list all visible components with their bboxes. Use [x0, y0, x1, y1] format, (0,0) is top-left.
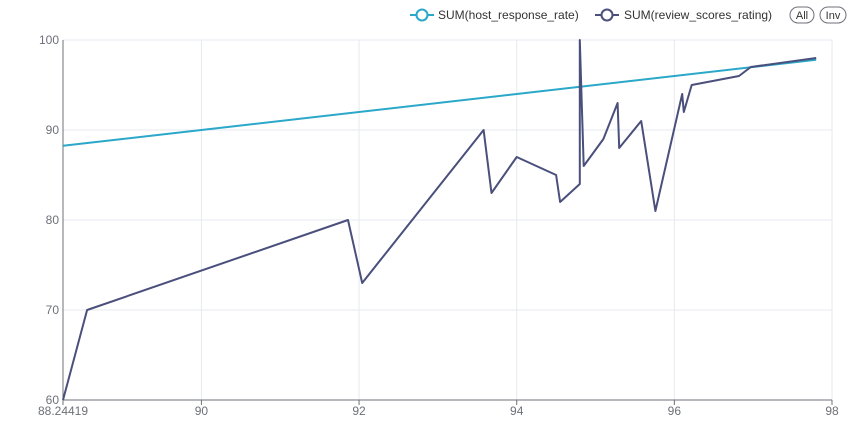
x-tick-label: 94	[510, 404, 524, 418]
legend-controls[interactable]: All Inv	[789, 6, 847, 24]
y-tick-label: 80	[46, 213, 60, 227]
y-tick-label: 70	[46, 303, 60, 317]
x-tick-label: 92	[352, 404, 366, 418]
axes: 60 70 80 90 100 88.24419 90 92 94 96 98	[38, 33, 839, 418]
x-tick-label: 90	[195, 404, 209, 418]
legend[interactable]: SUM(host_response_rate) SUM(review_scores…	[410, 8, 772, 22]
y-tick-label: 90	[46, 123, 60, 137]
legend-item-1[interactable]: SUM(review_scores_rating)	[595, 8, 772, 22]
x-tick-label: 88.24419	[38, 404, 88, 418]
legend-circle-icon	[600, 8, 614, 22]
all-button[interactable]: All	[789, 6, 815, 24]
series-lines	[62, 39, 817, 401]
series-line-1[interactable]	[62, 39, 817, 401]
legend-label: SUM(host_response_rate)	[438, 8, 579, 22]
grid-lines	[62, 39, 833, 401]
series-line-0[interactable]	[62, 58, 817, 147]
inv-button[interactable]: Inv	[819, 6, 847, 24]
inv-button-label: Inv	[826, 10, 841, 22]
all-button-label: All	[796, 10, 808, 22]
legend-circle-icon	[415, 8, 429, 22]
x-tick-label: 98	[825, 404, 839, 418]
y-tick-label: 60	[46, 393, 60, 407]
legend-label: SUM(review_scores_rating)	[624, 8, 772, 22]
legend-item-0[interactable]: SUM(host_response_rate)	[410, 8, 579, 22]
y-tick-label: 100	[39, 33, 59, 47]
x-tick-label: 96	[668, 404, 682, 418]
